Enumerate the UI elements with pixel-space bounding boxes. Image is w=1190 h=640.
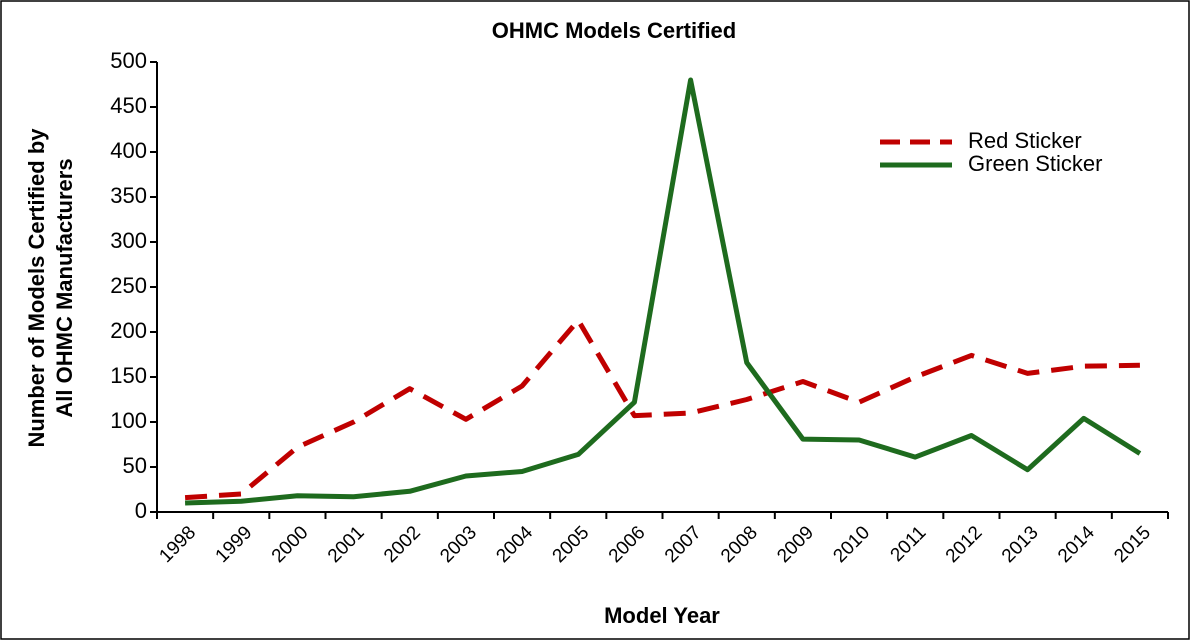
chart-title: OHMC Models Certified xyxy=(492,18,736,43)
legend-label: Red Sticker xyxy=(968,128,1082,153)
series-line xyxy=(185,77,1142,506)
x-axis-title: Model Year xyxy=(604,603,720,628)
y-tick-label: 200 xyxy=(110,318,147,343)
y-tick-label: 150 xyxy=(110,363,147,388)
y-tick-label: 50 xyxy=(123,453,147,478)
series-line xyxy=(184,317,1140,501)
y-axis-title: Number of Models Certified by xyxy=(24,128,49,448)
y-axis-title: All OHMC Manufacturers xyxy=(52,158,77,417)
y-tick-label: 100 xyxy=(110,408,147,433)
y-tick-label: 350 xyxy=(110,183,147,208)
y-tick-label: 500 xyxy=(110,48,147,73)
y-tick-label: 450 xyxy=(110,93,147,118)
y-tick-label: 250 xyxy=(110,273,147,298)
y-tick-label: 300 xyxy=(110,228,147,253)
y-tick-label: 0 xyxy=(135,498,147,523)
legend-label: Green Sticker xyxy=(968,151,1103,176)
y-tick-label: 400 xyxy=(110,138,147,163)
